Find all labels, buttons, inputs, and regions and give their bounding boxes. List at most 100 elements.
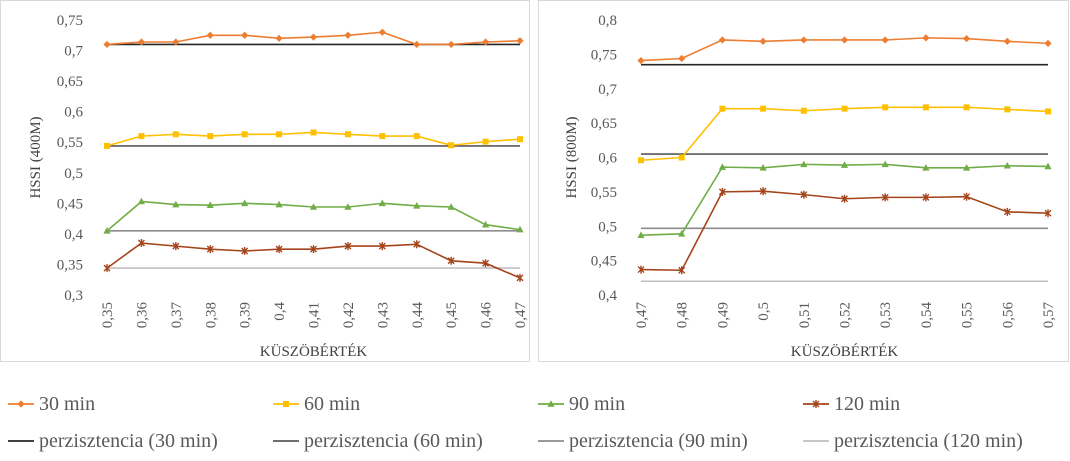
data-point [718, 36, 726, 44]
y-tick-label: 0,55 [57, 135, 83, 151]
x-tick-label: 0,48 [675, 302, 691, 328]
data-point [718, 163, 726, 170]
data-point [882, 104, 889, 111]
data-point [103, 40, 111, 49]
y-tick-label: 0,6 [598, 151, 617, 167]
y-tick-label: 0,75 [57, 13, 83, 29]
data-point [172, 242, 180, 251]
data-point [275, 200, 283, 208]
data-point [206, 245, 214, 254]
data-point [922, 34, 930, 42]
y-axis-title: HSSI (400M) [28, 116, 44, 198]
data-point [840, 161, 849, 168]
x-tick-label: 0,35 [100, 302, 116, 328]
data-point [800, 107, 807, 114]
data-point [378, 242, 386, 251]
data-point [678, 230, 686, 237]
data-point [344, 131, 351, 138]
data-point [482, 259, 490, 268]
data-point [922, 193, 930, 202]
data-point [137, 38, 146, 46]
data-point [378, 28, 386, 36]
x-tick-label: 0,38 [203, 302, 219, 328]
data-point [637, 231, 645, 238]
legend-item: perzisztencia (120 min) [803, 430, 1023, 452]
data-point [172, 131, 179, 138]
data-point [103, 227, 111, 234]
data-point [206, 201, 214, 208]
y-tick-label: 0,8 [598, 13, 617, 29]
data-point [137, 239, 145, 248]
data-point [1003, 207, 1011, 216]
data-point [637, 265, 645, 274]
data-point [516, 273, 524, 282]
x-tick-label: 0,51 [797, 302, 813, 328]
data-point [207, 133, 214, 140]
left-chart-frame [0, 0, 530, 362]
data-point [275, 245, 283, 254]
data-point [104, 142, 110, 149]
legend-marker [17, 400, 25, 408]
data-point [172, 200, 180, 208]
legend: 30 min 60 min 90 min 120 min perzisztencia (… [8, 393, 1023, 452]
y-tick-label: 0,65 [57, 74, 83, 90]
data-point [1003, 37, 1011, 45]
x-tick-label: 0,5 [756, 302, 772, 321]
data-point [963, 104, 970, 111]
data-point [447, 40, 455, 49]
data-point [103, 264, 111, 273]
data-point [241, 31, 249, 39]
y-tick-label: 0,7 [598, 82, 617, 98]
data-point [1004, 106, 1011, 113]
data-point [275, 34, 283, 42]
legend-label: perzisztencia (30 min) [39, 430, 218, 452]
x-tick-label: 0,47 [634, 302, 650, 329]
y-axis-title: HSSI (800M) [564, 116, 580, 198]
data-point [172, 38, 180, 46]
y-tick-label: 0,7 [64, 44, 83, 60]
y-tick-label: 0,55 [591, 185, 617, 201]
data-point [963, 192, 971, 201]
data-point [241, 199, 249, 207]
data-point [800, 36, 808, 44]
right-chart: 0,4 0,45 0,5 0,55 0,6 0,65 0,7 0,75 0,8 0,47 0,48 0… [564, 13, 1057, 360]
data-point [800, 190, 808, 199]
data-point [413, 201, 421, 209]
data-point [310, 129, 317, 136]
y-tick-label: 0,3 [64, 288, 83, 304]
x-tick-label: 0,57 [1041, 302, 1057, 329]
y-tick-label: 0,6 [64, 105, 83, 121]
data-point [206, 31, 214, 39]
data-point [638, 157, 644, 164]
x-tick-label: 0,37 [169, 302, 185, 329]
data-point [482, 138, 489, 145]
legend-item: 60 min [273, 393, 360, 415]
legend-item: 90 min [538, 393, 625, 415]
data-point [379, 133, 386, 140]
x-tick-label: 0,44 [410, 302, 426, 329]
data-point [718, 187, 726, 196]
y-tick-label: 0,5 [64, 166, 83, 182]
data-point [516, 37, 524, 45]
x-tick-label: 0,41 [307, 302, 323, 328]
data-point [637, 56, 645, 65]
data-point [759, 164, 767, 171]
legend-label: perzisztencia (120 min) [834, 430, 1023, 452]
legend-item: perzisztencia (60 min) [273, 430, 483, 452]
x-tick-label: 0,36 [134, 302, 150, 329]
y-tick-label: 0,45 [57, 196, 83, 212]
y-tick-label: 0,75 [591, 47, 617, 63]
data-point [1044, 209, 1052, 218]
x-tick-label: 0,55 [960, 302, 976, 328]
data-point [841, 105, 848, 112]
x-axis-title: KÜSZÖBÉRTÉK [260, 343, 368, 360]
data-point [1044, 162, 1052, 170]
data-point [447, 203, 455, 210]
data-point [922, 104, 929, 111]
data-point [759, 37, 767, 45]
x-tick-label: 0,46 [479, 302, 495, 329]
data-point [276, 131, 283, 138]
legend-item: perzisztencia (30 min) [8, 430, 218, 452]
data-point [241, 131, 248, 138]
legend-item: 30 min [8, 393, 95, 415]
